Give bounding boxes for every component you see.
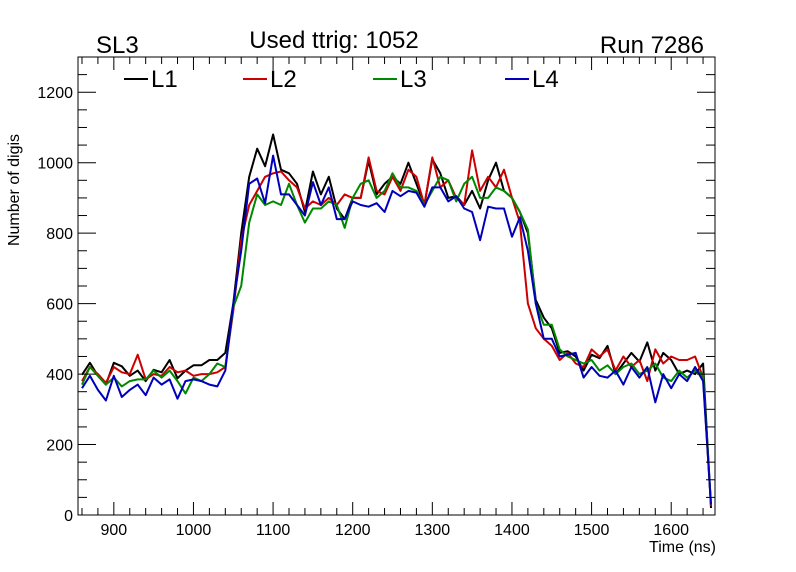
x-axis-label: Time (ns)	[649, 539, 716, 556]
chart-corner-right: Run 7286	[600, 32, 704, 59]
x-tick-label: 1400	[494, 522, 530, 539]
y-tick-label: 600	[46, 297, 73, 314]
legend-label-l4: L4	[532, 66, 559, 93]
chart-title: Used ttrig: 1052	[249, 27, 418, 54]
series-line-l4	[81, 154, 712, 505]
x-tick-label: 1600	[653, 522, 689, 539]
chart-corner-left: SL3	[96, 32, 139, 59]
x-tick-label: 900	[100, 522, 127, 539]
series-line-l1	[81, 133, 712, 509]
y-tick-label: 400	[46, 367, 73, 384]
legend-label-l2: L2	[270, 66, 297, 93]
plot-frame	[77, 56, 716, 516]
x-tick-label: 1000	[176, 522, 212, 539]
y-tick-label: 1000	[37, 156, 73, 173]
y-tick-label: 800	[46, 226, 73, 243]
x-tick-label: 1200	[335, 522, 371, 539]
legend-label-l3: L3	[400, 66, 427, 93]
axes-layer: 900 1000 1100 1200 1300 1400 1500 1600 0 200 400 60…	[37, 56, 715, 539]
legend-label-l1: L1	[151, 66, 178, 93]
y-tick-label: 0	[64, 508, 73, 525]
series-line-l3	[81, 172, 712, 505]
y-tick-label: 1200	[37, 85, 73, 102]
x-tick-label: 1500	[574, 522, 610, 539]
x-tick-label: 1100	[256, 522, 291, 539]
y-axis-label: Number of digis	[6, 134, 23, 246]
legend: L1 L2 L3 L4	[124, 66, 559, 93]
x-tick-label: 1300	[415, 522, 451, 539]
series-layer	[81, 133, 712, 509]
y-tick-label: 200	[46, 438, 73, 455]
series-line-l2	[81, 149, 712, 507]
